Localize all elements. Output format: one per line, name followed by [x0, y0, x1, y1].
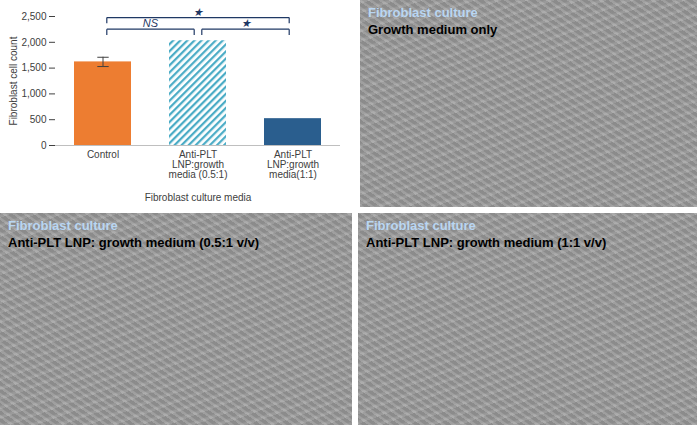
html-text:Fibroblast culture: Fibroblast culture: [8, 218, 118, 233]
svg-text:★: ★: [241, 17, 252, 29]
svg-text:NS: NS: [143, 17, 159, 29]
html-text:Fibroblast culture: Fibroblast culture: [368, 5, 478, 20]
svg-text:★: ★: [193, 6, 204, 18]
html-text:Anti-PLT LNP: growth medium (0: Anti-PLT LNP: growth medium (0.5:1 v/v): [8, 235, 260, 250]
svg-text:Control: Control: [87, 149, 119, 160]
html-text:Growth medium only: Growth medium only: [368, 22, 498, 37]
svg-text:1,500: 1,500: [21, 62, 46, 73]
svg-text:500: 500: [30, 114, 47, 125]
svg-text:Anti-PLTLNP:growthmedia (0.5:1: Anti-PLTLNP:growthmedia (0.5:1): [169, 149, 228, 180]
svg-text:2,000: 2,000: [21, 37, 46, 48]
svg-text:0: 0: [41, 140, 47, 151]
html-text:Fibroblast culture: Fibroblast culture: [366, 218, 476, 233]
html-text:Anti-PLT LNP: growth medium (1: Anti-PLT LNP: growth medium (1:1 v/v): [366, 235, 607, 250]
svg-text:2,500: 2,500: [21, 11, 46, 22]
svg-text:Anti-PLTLNP:growthmedia(1:1): Anti-PLTLNP:growthmedia(1:1): [267, 149, 319, 180]
svg-text:1,000: 1,000: [21, 88, 46, 99]
svg-text:Fibroblast culture media: Fibroblast culture media: [145, 192, 252, 203]
svg-text:Fibroblast cell count: Fibroblast cell count: [8, 36, 19, 125]
